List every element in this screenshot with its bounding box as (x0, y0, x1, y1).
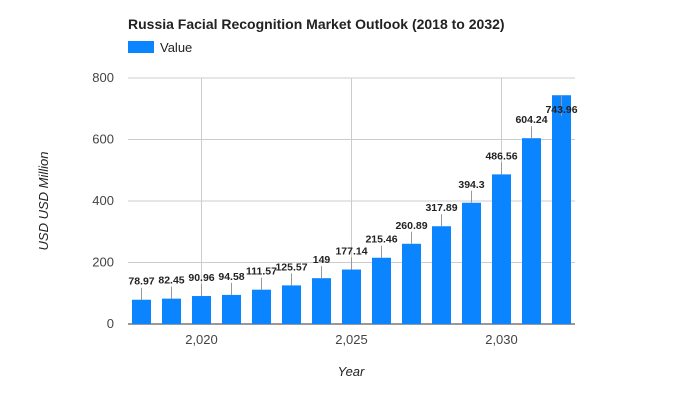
legend-swatch (128, 41, 154, 53)
bar (402, 243, 421, 324)
data-label: 111.57 (246, 266, 277, 278)
y-axis-ticks: 0 200 400 600 800 (92, 70, 114, 331)
x-tick-label: 2,025 (335, 332, 368, 347)
legend: Value (128, 40, 192, 55)
bar (312, 278, 331, 324)
data-label: 486.56 (485, 150, 517, 162)
x-axis-title: Year (338, 364, 365, 379)
bar (522, 138, 541, 324)
data-label: 149 (313, 254, 331, 266)
data-label: 82.45 (158, 275, 184, 287)
data-label: 317.89 (425, 202, 457, 214)
legend-label: Value (160, 40, 192, 55)
x-tick-label: 2,020 (185, 332, 218, 347)
data-label: 125.57 (275, 261, 307, 273)
data-label: 394.3 (458, 179, 484, 191)
chart-title: Russia Facial Recognition Market Outlook… (128, 16, 505, 32)
bar (492, 174, 511, 324)
bar (372, 257, 391, 324)
y-tick-label: 400 (92, 193, 114, 208)
data-label: 177.14 (335, 246, 367, 258)
x-axis-ticks: 2,020 2,025 2,030 (185, 332, 518, 347)
data-label: 90.96 (188, 272, 214, 284)
y-tick-label: 200 (92, 255, 114, 270)
data-label: 78.97 (128, 276, 154, 288)
x-tick-label: 2,030 (485, 332, 518, 347)
bar (342, 269, 361, 324)
bar (132, 299, 151, 324)
data-label: 260.89 (395, 220, 427, 232)
data-label: 215.46 (365, 234, 397, 246)
bar (252, 289, 271, 324)
bars (132, 95, 571, 324)
bar (432, 226, 451, 324)
bar (552, 95, 571, 324)
y-tick-label: 800 (92, 70, 114, 85)
y-tick-label: 600 (92, 132, 114, 147)
y-tick-label: 0 (107, 316, 114, 331)
data-label: 604.24 (515, 114, 547, 126)
data-label: 743.96 (545, 104, 577, 116)
bar (162, 298, 181, 324)
bar (192, 296, 211, 324)
bar (282, 285, 301, 324)
y-axis-title: USD USD Million (36, 152, 51, 251)
bar (222, 294, 241, 324)
data-label: 94.58 (218, 271, 244, 283)
bar (462, 202, 481, 324)
